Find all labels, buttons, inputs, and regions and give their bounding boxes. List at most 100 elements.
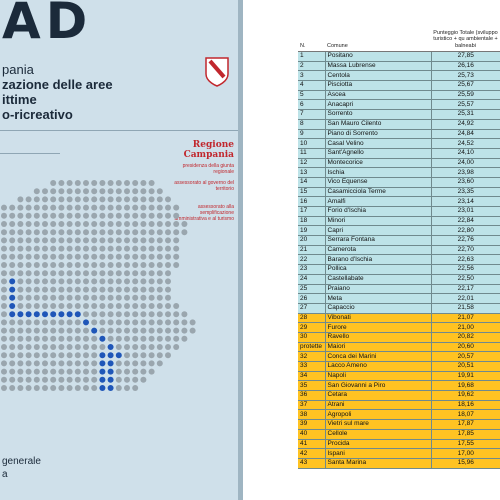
land-dot (107, 286, 114, 293)
table-row: 9 Piano di Sorrento 24,84 (298, 129, 500, 140)
land-dot (165, 335, 171, 342)
land-dot (124, 245, 130, 252)
land-dot (115, 253, 122, 260)
land-dot (83, 253, 89, 260)
comune-cell: Lacco Ameno (325, 361, 432, 372)
land-dot (66, 352, 73, 359)
rank-cell: 2 (298, 61, 326, 72)
land-dot (124, 204, 130, 211)
score-cell: 17,87 (431, 419, 500, 430)
score-cell: 15,96 (431, 458, 500, 469)
land-dot (156, 204, 163, 211)
land-dot (17, 204, 24, 211)
land-dot (124, 229, 130, 236)
land-dot (91, 221, 98, 227)
table-row: 40 Cellole 17,85 (298, 429, 500, 440)
land-dot (42, 245, 48, 252)
rank-cell: 5 (298, 90, 326, 101)
land-dot (91, 262, 98, 268)
land-dot (50, 278, 57, 285)
rank-cell: 25 (298, 284, 326, 295)
land-dot (91, 303, 98, 309)
land-dot (91, 335, 98, 342)
land-dot (189, 319, 196, 326)
land-dot (124, 278, 130, 285)
land-dot (148, 294, 155, 301)
land-dot (74, 303, 81, 309)
comune-cell: Santa Marina (325, 458, 432, 469)
land-dot (124, 303, 130, 309)
land-dot (148, 311, 155, 318)
comune-cell: Capri (325, 225, 432, 237)
land-dot (83, 245, 89, 252)
land-dot (124, 368, 130, 375)
land-dot (115, 262, 122, 268)
land-dot (99, 278, 106, 285)
land-dot (58, 344, 65, 350)
land-dot (99, 188, 106, 195)
land-dot (124, 253, 130, 260)
land-dot (58, 294, 65, 301)
rank-cell: 38 (298, 409, 326, 421)
score-cell: 23,98 (431, 167, 500, 178)
land-dot (165, 262, 171, 268)
land-dot (42, 212, 48, 219)
land-dot (132, 204, 139, 211)
land-dot (83, 196, 89, 203)
land-dot (173, 344, 180, 350)
rank-cell: 13 (298, 167, 326, 178)
land-dot (42, 196, 48, 203)
land-dot (107, 311, 114, 318)
land-dot (140, 278, 147, 285)
land-dot (99, 270, 106, 277)
land-dot (58, 188, 65, 195)
comune-cell: Ischia (325, 167, 432, 178)
land-dot (107, 278, 114, 285)
score-cell: 19,91 (431, 371, 500, 382)
score-cell: 21,58 (431, 303, 500, 314)
land-dot (42, 262, 48, 268)
land-dot (99, 294, 106, 301)
score-cell: 22,56 (431, 264, 500, 275)
land-dot (9, 262, 16, 268)
table-header-row: N. Comune Punteggio Totale (sviluppo tur… (298, 28, 500, 52)
land-dot (50, 262, 57, 268)
land-dot (50, 188, 57, 195)
land-dot (91, 212, 98, 219)
comune-cell: Ispani (325, 448, 432, 459)
land-dot (58, 368, 65, 375)
coastal-dot (25, 311, 32, 318)
rank-cell: 6 (298, 99, 326, 111)
land-dot (124, 188, 130, 195)
land-dot (124, 327, 130, 334)
land-dot (66, 204, 73, 211)
score-cell: 25,59 (431, 90, 500, 101)
table-row: 22 Barano d'Ischia 22,63 (298, 254, 500, 266)
land-dot (66, 376, 73, 383)
land-dot (165, 286, 171, 293)
land-dot (83, 368, 89, 375)
land-dot (66, 180, 73, 186)
rank-cell: 7 (298, 109, 326, 120)
land-dot (17, 270, 24, 277)
land-dot (124, 311, 130, 318)
table-row: 37 Atrani 18,16 (298, 400, 500, 411)
land-dot (91, 204, 98, 211)
land-dot (107, 294, 114, 301)
land-dot (83, 262, 89, 268)
land-dot (33, 278, 40, 285)
rank-cell: 22 (298, 254, 326, 266)
comune-cell: Pollica (325, 264, 432, 275)
land-dot (42, 294, 48, 301)
coastal-dot (99, 385, 106, 391)
comune-cell: Ravello (325, 332, 432, 343)
land-dot (115, 376, 122, 383)
cover-subtitle-line: zazione delle aree (2, 77, 113, 92)
comune-cell: Amalfi (325, 196, 432, 207)
comune-cell: Maiori (325, 342, 432, 353)
land-dot (74, 188, 81, 195)
land-dot (91, 286, 98, 293)
coastal-dot (107, 360, 114, 367)
land-dot (156, 286, 163, 293)
land-dot (74, 237, 81, 244)
